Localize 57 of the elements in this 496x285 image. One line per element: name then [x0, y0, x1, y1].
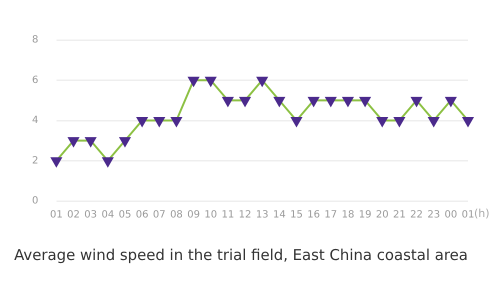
- point: [291, 117, 302, 126]
- point: [154, 117, 165, 126]
- x-tick-label: 21: [393, 210, 406, 221]
- x-tick-label: 01: [462, 210, 474, 221]
- text: Average wind speed in the trial field, East China coastal area: [14, 246, 468, 264]
- x-axis-title: (h): [474, 206, 490, 220]
- point: [68, 137, 79, 147]
- x-tick-label: 00: [444, 210, 458, 221]
- point: [240, 96, 250, 106]
- point: [376, 117, 388, 126]
- y-tick-label: 6: [32, 74, 38, 86]
- point: [102, 157, 114, 167]
- x-tick-label: 05: [118, 210, 132, 221]
- point: [308, 96, 319, 106]
- x-tick-label: 13: [256, 210, 269, 221]
- x-tick-label: 14: [272, 210, 286, 221]
- point: [446, 96, 456, 106]
- y-tick-label: 8: [32, 34, 38, 46]
- y-tick-label: 4: [32, 115, 38, 126]
- y-tick-label: 2: [32, 155, 38, 166]
- x-tick-label: 10: [204, 210, 218, 221]
- point: [171, 117, 182, 126]
- x-tick-label: 09: [187, 210, 200, 221]
- point: [428, 117, 440, 126]
- point: [256, 76, 268, 86]
- point: [274, 96, 285, 106]
- point: [188, 76, 199, 86]
- point: [120, 137, 130, 147]
- point: [360, 96, 370, 106]
- x-tick-label: 22: [410, 210, 423, 221]
- x-tick-label: 20: [376, 210, 389, 221]
- x-tick-label: 17: [324, 210, 338, 221]
- point: [411, 96, 422, 106]
- point: [342, 96, 354, 106]
- x-tick-label: 12: [238, 210, 252, 221]
- y-tick-label: 0: [32, 196, 38, 207]
- point: [51, 157, 62, 167]
- x-tick-label: 23: [427, 210, 440, 221]
- x-tick-label: 11: [222, 210, 234, 221]
- x-tick-label: 07: [152, 210, 166, 221]
- x-tick-label: 01: [50, 210, 63, 221]
- x-tick-label: 03: [84, 210, 98, 221]
- point: [462, 117, 474, 126]
- x-tick-label: 19: [358, 210, 372, 221]
- point: [394, 117, 405, 126]
- point: [222, 96, 234, 106]
- x-tick-label: 16: [307, 210, 320, 221]
- x-tick-label: 15: [290, 210, 303, 221]
- point: [205, 76, 216, 86]
- point: [136, 117, 148, 126]
- point: [325, 96, 336, 106]
- x-tick-label: 06: [136, 210, 148, 221]
- point: [85, 137, 96, 147]
- x-tick-label: 18: [342, 210, 354, 221]
- x-tick-label: 02: [67, 210, 80, 221]
- x-tick-label: 04: [101, 210, 114, 221]
- x-tick-label: 08: [170, 210, 183, 221]
